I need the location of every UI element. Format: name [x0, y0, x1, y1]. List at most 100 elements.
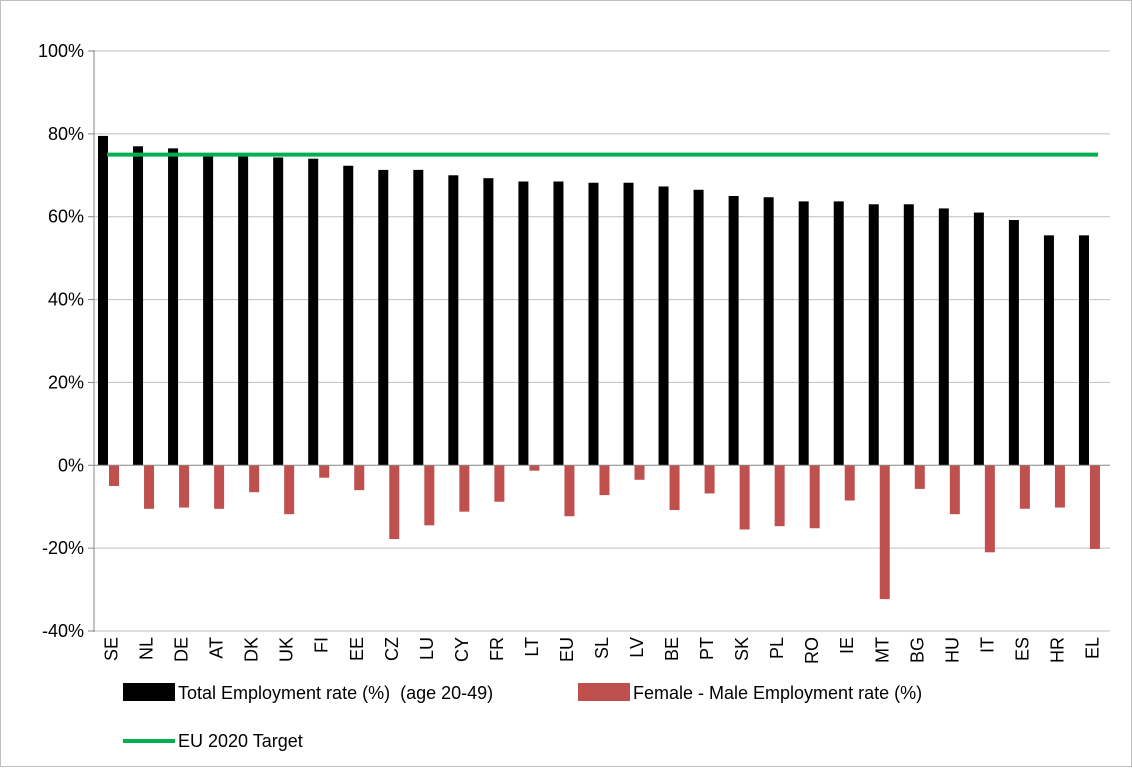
bar-total-el: [1078, 235, 1089, 466]
bar-total-dk: [238, 155, 249, 466]
x-tick-label-hu: HU: [942, 637, 962, 663]
bar-gap-nl: [144, 465, 155, 509]
y-tick-label: 100%: [38, 41, 84, 61]
bar-total-hu: [938, 208, 949, 466]
bar-gap-fr: [494, 465, 505, 502]
x-tick-label-mt: MT: [872, 637, 892, 663]
bar-gap-es: [1019, 465, 1030, 509]
x-tick-label-sl: SL: [592, 637, 612, 659]
bar-total-se: [98, 135, 108, 466]
bar-total-sk: [728, 196, 739, 466]
y-tick-label: 40%: [48, 290, 84, 310]
bar-gap-be: [669, 465, 680, 511]
bar-gap-sl: [599, 465, 610, 496]
x-tick-label-ie: IE: [837, 637, 857, 654]
bar-total-fr: [483, 178, 494, 466]
bar-gap-lu: [424, 465, 435, 526]
bar-total-mt: [868, 204, 879, 466]
legend-swatch-female-male-gap: [578, 683, 630, 701]
legend-label-eu-target: EU 2020 Target: [178, 731, 303, 751]
bar-total-fi: [308, 158, 319, 466]
bar-gap-lv: [634, 465, 645, 480]
x-tick-label-eu: EU: [557, 637, 577, 662]
bar-total-at: [203, 153, 214, 466]
bar-total-bg: [903, 204, 914, 466]
y-tick-label: -40%: [42, 621, 84, 641]
x-tick-label-nl: NL: [137, 637, 157, 660]
x-tick-label-it: IT: [977, 637, 997, 653]
category-labels: SE NL DE AT DK UK FI EE CZ LU CY FR LT EU SL LV BE PT SK PL…: [102, 637, 1103, 664]
x-tick-label-el: EL: [1082, 637, 1102, 659]
x-tick-label-be: BE: [662, 637, 682, 661]
x-tick-label-lv: LV: [627, 637, 647, 658]
bars: [98, 135, 1100, 600]
bar-total-lv: [623, 182, 634, 466]
x-tick-label-cy: CY: [452, 637, 472, 662]
bar-total-pt: [693, 189, 704, 466]
bar-gap-pt: [704, 465, 715, 494]
x-tick-label-pt: PT: [697, 637, 717, 660]
y-tick-label: 0%: [58, 455, 84, 475]
x-tick-label-lu: LU: [417, 637, 437, 660]
x-tick-label-ro: RO: [802, 637, 822, 664]
bar-gap-it: [984, 465, 995, 553]
bar-gap-sk: [739, 465, 750, 530]
x-tick-label-cz: CZ: [382, 637, 402, 661]
x-tick-label-at: AT: [207, 637, 227, 659]
x-tick-label-se: SE: [102, 637, 122, 661]
x-tick-label-fi: FI: [312, 637, 332, 653]
x-tick-label-pl: PL: [767, 637, 787, 659]
bar-total-pl: [763, 197, 774, 466]
bar-total-lt: [518, 181, 529, 466]
bar-total-es: [1008, 220, 1019, 466]
x-tick-label-es: ES: [1012, 637, 1032, 661]
bar-total-nl: [133, 146, 144, 466]
legend-label-total-employment: Total Employment rate (%) (age 20-49): [178, 683, 493, 703]
bar-gap-mt: [879, 465, 890, 600]
bar-gap-cy: [459, 465, 470, 512]
x-tick-label-fr: FR: [487, 637, 507, 661]
x-tick-label-ee: EE: [347, 637, 367, 661]
bar-gap-bg: [914, 465, 925, 489]
gridlines: [94, 50, 1110, 632]
y-tick-label: 80%: [48, 124, 84, 144]
bar-gap-ee: [354, 465, 365, 491]
x-tick-label-de: DE: [172, 637, 192, 662]
bar-total-uk: [273, 157, 284, 466]
bar-total-eu: [553, 181, 564, 466]
bar-gap-hu: [949, 465, 960, 515]
bar-gap-se: [109, 465, 119, 486]
bar-gap-el: [1089, 465, 1100, 549]
bar-gap-ie: [844, 465, 855, 501]
x-tick-label-hr: HR: [1047, 637, 1067, 663]
bar-total-sl: [588, 182, 599, 466]
bar-total-it: [973, 212, 984, 466]
y-tick-label: -20%: [42, 538, 84, 558]
bar-total-be: [658, 186, 669, 466]
bar-gap-hr: [1054, 465, 1065, 508]
bar-total-ie: [833, 201, 844, 466]
bar-total-cy: [448, 175, 459, 466]
bar-gap-uk: [284, 465, 295, 515]
bar-gap-cz: [389, 465, 400, 540]
bar-gap-de: [179, 465, 190, 508]
bar-total-ee: [343, 165, 354, 466]
bar-total-hr: [1043, 235, 1054, 466]
x-tick-label-sk: SK: [732, 637, 752, 661]
bar-total-lu: [413, 169, 424, 466]
x-tick-label-bg: BG: [907, 637, 927, 663]
y-tick-label: 20%: [48, 372, 84, 392]
bar-gap-dk: [249, 465, 260, 493]
bar-gap-lt: [529, 465, 540, 471]
y-tick-label: 60%: [48, 207, 84, 227]
x-tick-label-lt: LT: [522, 637, 542, 657]
bar-gap-eu: [564, 465, 575, 517]
y-axis-ticks: 100% 80% 60% 40% 20% 0% -20% -40%: [38, 41, 94, 641]
legend-swatch-total-employment: [123, 683, 175, 701]
x-tick-label-uk: UK: [277, 637, 297, 662]
bar-gap-fi: [319, 465, 330, 478]
bar-gap-at: [214, 465, 225, 509]
bar-gap-ro: [809, 465, 820, 529]
